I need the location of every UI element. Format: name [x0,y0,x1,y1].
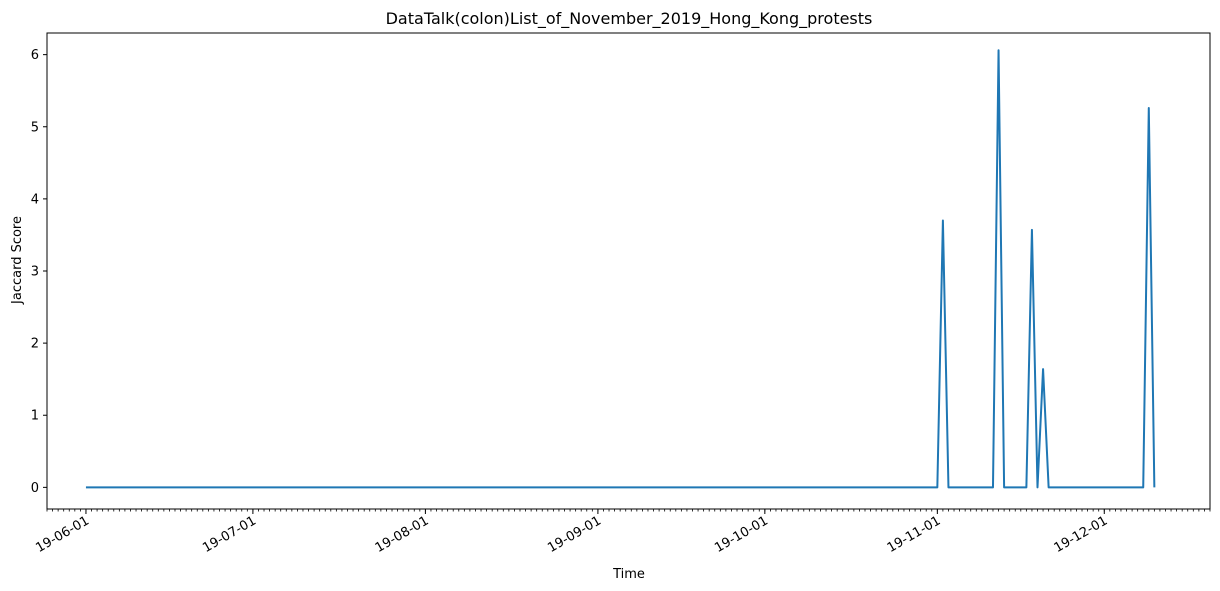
y-tick-label: 1 [31,409,39,424]
y-tick-label: 2 [31,337,39,352]
y-tick-label: 6 [31,48,39,63]
chart-title: DataTalk(colon)List_of_November_2019_Hon… [386,9,873,29]
y-axis-label: Jaccard Score [10,216,25,305]
y-tick-label: 5 [31,120,39,135]
y-tick-label: 0 [31,481,39,496]
y-tick-label: 3 [31,265,39,280]
series-line-0 [85,49,1156,489]
x-axis-label: Time [612,567,645,582]
y-tick-label: 4 [31,192,39,207]
